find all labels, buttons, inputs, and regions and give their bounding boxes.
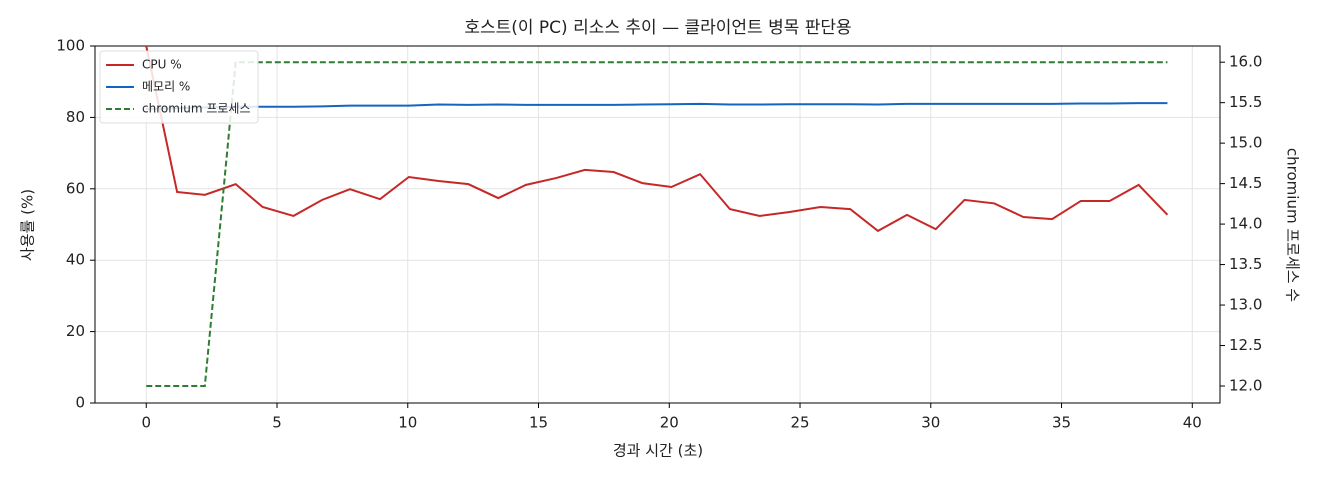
y2-tick-label: 15.5	[1229, 93, 1262, 111]
x-tick-label: 35	[1052, 414, 1071, 432]
x-tick-label: 5	[272, 414, 282, 432]
x-tick-label: 20	[660, 414, 679, 432]
y-tick-label: 60	[66, 179, 85, 197]
y-tick-label: 100	[56, 37, 85, 55]
y-tick-label: 0	[75, 394, 85, 412]
y2-tick-label: 13.5	[1229, 255, 1262, 273]
x-tick-label: 15	[529, 414, 548, 432]
legend-label: chromium 프로세스	[142, 102, 251, 116]
y-tick-label: 40	[66, 251, 85, 269]
x-tick-label: 25	[790, 414, 809, 432]
series-line	[146, 61, 1168, 387]
y2-tick-label: 14.0	[1229, 215, 1262, 233]
y2-tick-label: 12.5	[1229, 336, 1262, 354]
x-tick-label: 30	[921, 414, 940, 432]
y-tick-label: 20	[66, 322, 85, 340]
x-tick-label: 40	[1183, 414, 1202, 432]
plot-frame	[94, 45, 1221, 404]
x-axis-label: 경과 시간 (초)	[613, 442, 703, 460]
y2-tick-label: 15.0	[1229, 134, 1262, 152]
legend-label: CPU %	[142, 58, 182, 72]
y2-tick-label: 14.5	[1229, 174, 1262, 192]
y-tick-label: 80	[66, 108, 85, 126]
y-axis-label: 사용률 (%)	[19, 189, 37, 261]
series-line	[145, 45, 1169, 233]
x-tick-label: 0	[141, 414, 151, 432]
y2-tick-label: 16.0	[1229, 53, 1262, 71]
series-line	[146, 102, 1168, 111]
y2-tick-label: 13.0	[1229, 296, 1262, 314]
y2-axis-label: chromium 프로세스 수	[1284, 148, 1302, 302]
x-tick-label: 10	[398, 414, 417, 432]
legend-box	[99, 50, 259, 124]
y2-tick-label: 12.0	[1229, 377, 1262, 395]
legend-label: 메모리 %	[142, 80, 190, 94]
chart-title: 호스트(이 PC) 리소스 추이 — 클라이언트 병목 판단용	[464, 18, 851, 38]
